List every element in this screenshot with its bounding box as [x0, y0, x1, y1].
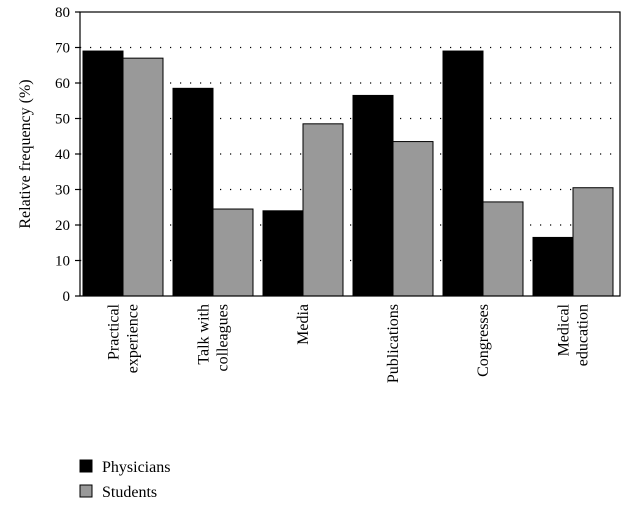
y-tick-label: 0: [63, 289, 71, 305]
bar-students-3: [392, 141, 434, 297]
x-category-label-line: Talk with: [196, 304, 213, 365]
legend-label-students: Students: [102, 484, 157, 501]
bar-students-0: [122, 57, 164, 297]
bar-students-2: [302, 123, 344, 297]
y-axis-title: Relative frequency (%): [17, 79, 34, 228]
legend-swatch-students: [79, 484, 93, 498]
legend-label-physicians: Physicians: [102, 459, 170, 476]
bar-physicians-5: [532, 236, 574, 297]
bar-physicians-4: [442, 50, 484, 297]
x-category-label-line: Congresses: [475, 304, 492, 377]
x-axis-labels: Practical experience Talk with colleagues Me…: [106, 303, 592, 383]
y-tick-label: 80: [55, 5, 70, 21]
x-category-label: Congresses: [475, 304, 492, 377]
gridlines: [80, 46, 620, 262]
y-tick-label: 50: [55, 112, 70, 128]
bar-students-4: [482, 201, 524, 297]
legend-swatch-physicians: [79, 459, 93, 473]
bar-physicians-2: [262, 210, 304, 297]
bar-students-5: [572, 187, 614, 297]
y-tick-label: 20: [55, 218, 70, 234]
x-category-label-line: Practical: [106, 303, 123, 360]
y-tick-label: 30: [55, 183, 70, 199]
x-category-label-line: Publications: [385, 304, 402, 383]
legend: Physicians Students: [79, 459, 170, 501]
bar-students-1: [212, 208, 254, 297]
y-tick-label: 10: [55, 254, 70, 270]
bar-physicians-0: [82, 50, 124, 297]
x-category-label-line: Medical: [556, 303, 573, 356]
bar-physicians-1: [172, 87, 214, 297]
x-category-label: Medical education: [556, 303, 592, 366]
y-axis: 0 10 20 30 40 50 60 70 80: [55, 5, 80, 305]
x-category-label-line: education: [575, 304, 592, 366]
y-tick-label: 60: [55, 76, 70, 92]
bars: [82, 50, 614, 297]
x-category-label: Talk with colleagues: [196, 304, 232, 372]
x-category-label-line: colleagues: [215, 304, 232, 372]
x-category-label: Media: [295, 304, 312, 345]
y-tick-label: 70: [55, 41, 70, 57]
x-category-label: Publications: [385, 304, 402, 383]
bar-physicians-3: [352, 94, 394, 297]
x-category-label: Practical experience: [106, 303, 142, 373]
x-category-label-line: Media: [295, 304, 312, 345]
y-tick-label: 40: [55, 147, 70, 163]
x-category-label-line: experience: [125, 304, 142, 373]
